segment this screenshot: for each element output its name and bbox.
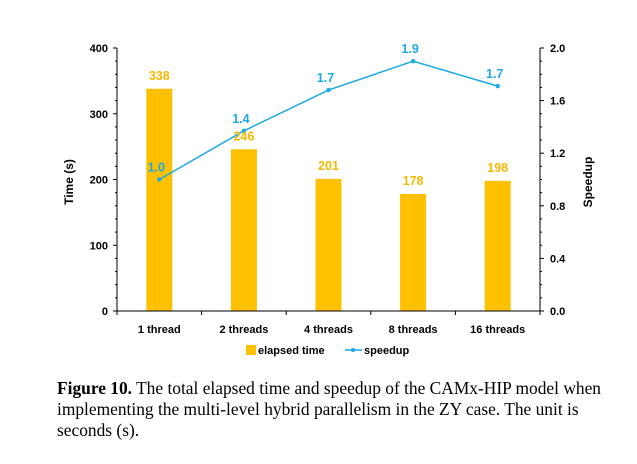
chart: 0 100 200 300 400 0.0 0.4 0.8 1.2 1.6 2.0 1 thread 2… (62, 42, 595, 357)
speedup-line-group (157, 58, 500, 182)
x-tick-label: 2 threads (219, 324, 268, 336)
y2-axis-title: Speedup (581, 157, 595, 208)
bar-data-label: 198 (487, 161, 508, 175)
figure-caption: Figure 10. The total elapsed time and sp… (57, 378, 612, 441)
legend-bar-label: elapsed time (258, 345, 325, 357)
speedup-data-label: 1.9 (401, 42, 418, 56)
legend-line-marker (351, 348, 355, 352)
bars-group (146, 88, 511, 311)
bar-2 (230, 149, 257, 311)
x-tick-label: 4 threads (304, 324, 353, 336)
y-tick-label: 300 (90, 109, 108, 121)
speedup-data-label: 1.7 (317, 71, 334, 85)
speedup-point-4 (410, 58, 416, 64)
y2-tick-label: 1.2 (550, 148, 565, 160)
bar-4 (400, 193, 427, 311)
y-axis-title: Time (s) (62, 159, 76, 205)
y2-tick-label: 0.4 (550, 253, 566, 265)
y-tick-label: 100 (90, 240, 108, 252)
y2-tick-label: 2.0 (550, 43, 565, 55)
bar-3 (315, 178, 342, 311)
bar-data-label: 178 (403, 174, 424, 188)
bar-5 (484, 180, 511, 311)
axes-group: 0 100 200 300 400 0.0 0.4 0.8 1.2 1.6 2.0 1 thread 2… (90, 43, 567, 336)
caption-text: The total elapsed time and speedup of th… (57, 378, 601, 440)
bar-data-label: 338 (149, 69, 170, 83)
y-tick-label: 200 (90, 175, 108, 187)
y-tick-label: 0 (102, 306, 108, 318)
speedup-data-label: 1.0 (148, 161, 165, 175)
y-tick-label: 400 (90, 43, 108, 55)
bar-1 (146, 88, 173, 311)
x-tick-label: 8 threads (389, 324, 438, 336)
speedup-point-1 (157, 177, 162, 182)
y2-tick-label: 0.8 (550, 201, 565, 213)
data-labels-group: 338 246 201 178 198 1.0 1.4 1.7 1.9 1.7 (148, 42, 509, 188)
x-tick-label: 1 thread (138, 324, 181, 336)
speedup-data-label: 1.4 (232, 112, 249, 126)
bar-data-label: 201 (318, 159, 339, 173)
speedup-point-5 (495, 83, 500, 89)
speedup-point-3 (326, 87, 331, 93)
caption-label: Figure 10. (57, 378, 133, 398)
y2-tick-label: 1.6 (550, 96, 565, 108)
y2-tick-label: 0.0 (550, 306, 565, 318)
speedup-data-label: 1.7 (486, 67, 503, 81)
legend-line-label: speedup (364, 345, 410, 357)
legend: elapsed time speedup (246, 345, 410, 357)
bar-data-label: 246 (233, 129, 254, 143)
speedup-point-2 (241, 128, 247, 134)
x-tick-label: 16 threads (470, 324, 525, 336)
legend-bar-swatch (246, 345, 256, 355)
